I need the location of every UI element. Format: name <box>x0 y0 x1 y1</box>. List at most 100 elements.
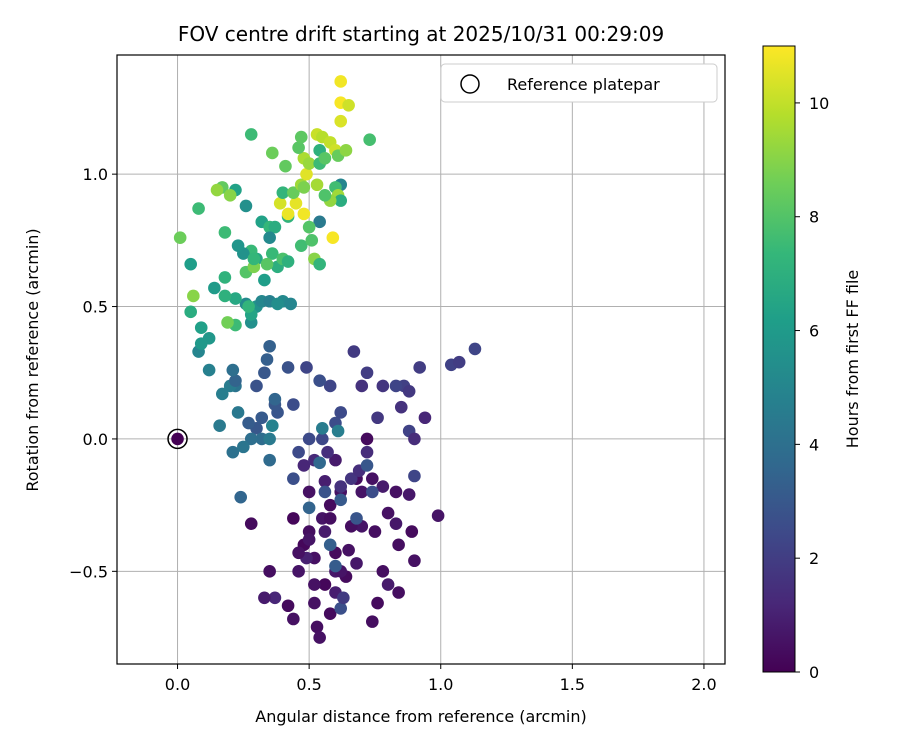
data-point-221 <box>173 231 187 244</box>
legend-box <box>440 63 718 103</box>
colorbar-label: Hours from first FF file <box>843 270 862 449</box>
data-point-67 <box>360 366 374 380</box>
colorbar-tick-label-4: 8 <box>809 208 819 227</box>
data-point-85 <box>323 379 337 393</box>
data-point-162 <box>268 220 282 234</box>
data-point-24 <box>292 565 305 578</box>
data-point-172 <box>313 257 326 271</box>
data-point-94 <box>242 416 255 430</box>
data-point-33 <box>350 557 363 570</box>
data-point-96 <box>258 366 271 380</box>
data-point-81 <box>302 432 316 446</box>
data-point-143 <box>218 271 232 284</box>
data-point-75 <box>418 411 432 425</box>
data-point-92 <box>255 411 269 425</box>
data-point-50 <box>268 591 282 605</box>
data-point-44 <box>329 453 342 467</box>
data-point-137 <box>271 297 284 311</box>
x-tick-label-4: 2.0 <box>691 675 716 694</box>
legend-label: Reference platepar <box>507 75 660 94</box>
data-point-30 <box>318 525 332 538</box>
data-point-207 <box>318 189 332 202</box>
data-point-124 <box>229 374 242 387</box>
x-tick-label-0: 0.0 <box>165 675 190 694</box>
data-point-72 <box>408 469 421 483</box>
y-tick-label-3: 1.0 <box>83 165 108 184</box>
data-point-40 <box>392 538 405 552</box>
data-point-192 <box>318 151 332 165</box>
colorbar: 0 2 4 6 8 10 Hours from first FF file <box>762 45 862 682</box>
reference-marker <box>167 428 188 450</box>
data-point-153 <box>258 273 271 287</box>
data-point-57 <box>297 459 311 472</box>
data-point-22 <box>310 620 324 634</box>
data-point-164 <box>265 247 279 260</box>
data-point-110 <box>323 538 337 552</box>
data-point-111 <box>302 501 316 515</box>
data-point-179 <box>276 186 290 199</box>
data-point-0 <box>171 432 184 446</box>
data-point-115 <box>244 432 258 446</box>
data-point-128 <box>263 432 276 446</box>
colorbar-tick-label-2: 4 <box>809 435 819 454</box>
data-point-73 <box>408 432 421 446</box>
data-point-140 <box>229 292 242 305</box>
data-point-76 <box>402 384 416 398</box>
data-point-4 <box>323 498 337 512</box>
data-point-39 <box>405 525 419 538</box>
y-axis-label: Rotation from reference (arcmin) <box>23 228 42 491</box>
data-point-177 <box>281 207 295 221</box>
data-point-77 <box>389 379 403 393</box>
data-point-159 <box>231 239 245 252</box>
y-tick-label-0: −0.5 <box>69 562 108 581</box>
data-point-105 <box>360 459 374 472</box>
data-point-25 <box>287 512 300 525</box>
data-point-82 <box>315 432 329 446</box>
data-point-59 <box>321 445 334 459</box>
data-point-56 <box>302 533 316 546</box>
data-point-18 <box>381 578 395 591</box>
data-point-122 <box>213 419 226 432</box>
data-point-28 <box>281 599 295 613</box>
data-point-174 <box>313 215 326 229</box>
data-point-103 <box>334 493 348 507</box>
legend-marker <box>460 74 480 94</box>
data-point-180 <box>287 186 300 199</box>
data-point-125 <box>226 363 240 377</box>
colorbar-tick-label-1: 2 <box>809 549 819 568</box>
data-point-21 <box>323 607 337 620</box>
y-axis-ticks: −0.5 0.0 0.5 1.0 <box>69 165 117 581</box>
data-point-100 <box>292 445 305 459</box>
data-point-74 <box>413 361 426 374</box>
data-point-69 <box>394 400 408 414</box>
data-point-186 <box>294 130 308 144</box>
data-point-222 <box>247 252 261 266</box>
data-point-61 <box>344 472 358 485</box>
data-point-170 <box>305 234 319 247</box>
data-point-112 <box>313 456 326 470</box>
data-point-212 <box>244 128 258 141</box>
data-point-20 <box>308 596 321 610</box>
colorbar-tick-label-3: 6 <box>809 322 819 341</box>
data-point-17 <box>392 586 405 599</box>
data-point-176 <box>297 207 311 221</box>
x-tick-label-1: 0.5 <box>296 675 321 694</box>
data-point-46 <box>302 485 316 499</box>
data-point-199 <box>334 75 348 88</box>
y-tick-label-1: 0.0 <box>83 430 108 449</box>
data-point-41 <box>408 554 421 568</box>
data-point-116 <box>234 490 248 504</box>
data-point-130 <box>315 422 329 435</box>
data-point-29 <box>287 612 300 626</box>
data-point-145 <box>194 321 208 335</box>
y-tick-label-2: 0.5 <box>83 298 108 317</box>
data-point-147 <box>184 305 197 319</box>
data-point-65 <box>355 379 369 393</box>
data-point-54 <box>323 512 337 525</box>
data-point-27 <box>263 565 276 578</box>
data-point-13 <box>381 506 395 520</box>
data-point-66 <box>347 345 361 358</box>
data-point-79 <box>452 355 466 369</box>
data-point-51 <box>258 591 271 605</box>
colorbar-gradient <box>762 45 796 673</box>
